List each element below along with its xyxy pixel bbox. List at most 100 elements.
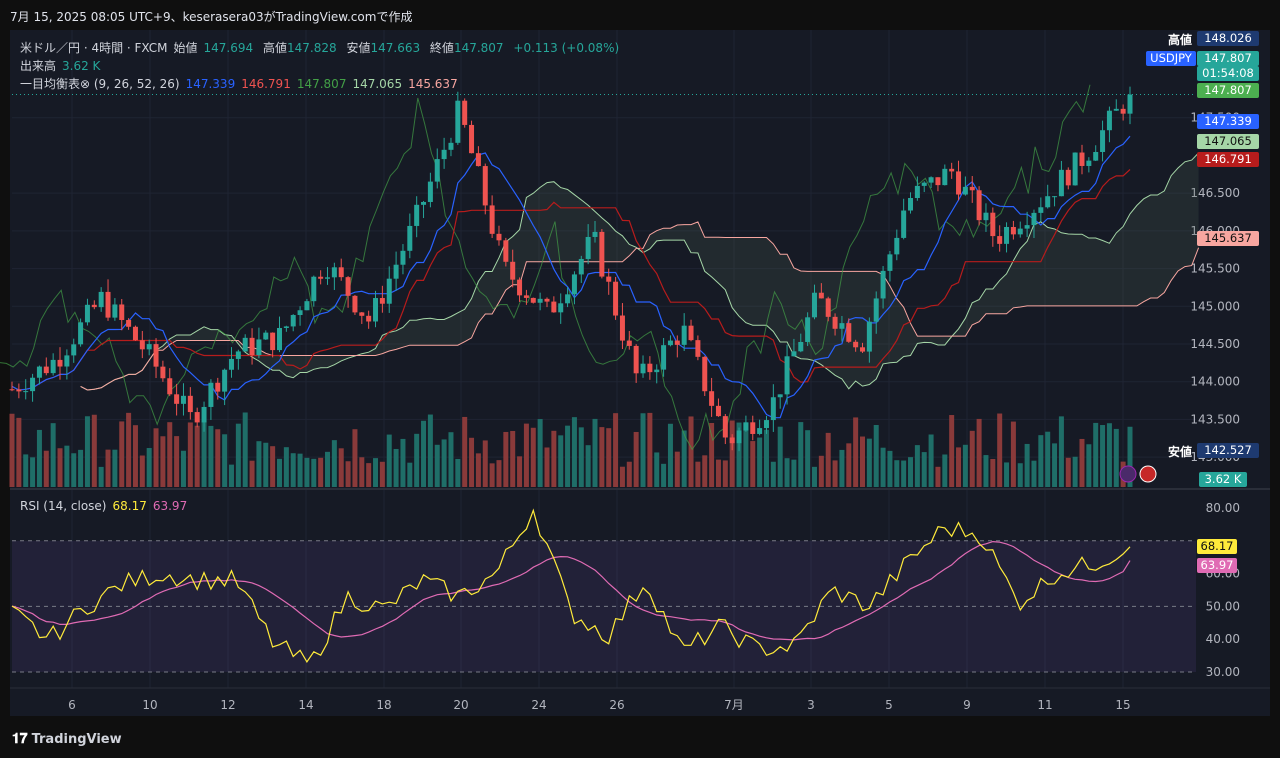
volume-bar — [544, 447, 550, 487]
candle-body — [613, 281, 619, 316]
candle-body — [661, 345, 667, 370]
volume-bar — [990, 458, 996, 487]
volume-bar — [160, 436, 166, 487]
volume-bar — [146, 448, 152, 487]
volume-bar — [139, 455, 145, 487]
volume-bar — [551, 430, 557, 487]
candle-body — [50, 359, 56, 374]
volume-bar — [956, 447, 962, 487]
volume-bar — [276, 458, 282, 487]
volume-bar — [16, 417, 22, 487]
candle-body — [1010, 226, 1016, 235]
volume-bar — [43, 450, 49, 487]
candle-body — [270, 332, 276, 351]
candle-body — [681, 325, 687, 345]
candle-body — [1038, 207, 1044, 213]
footer-brand[interactable]: 𝟏𝟕 TradingView — [12, 731, 122, 747]
candle-body — [592, 231, 598, 237]
candle-body — [688, 325, 694, 341]
candle-body — [98, 291, 104, 308]
time-tick-label: 6 — [68, 698, 76, 712]
volume-bar — [736, 422, 742, 487]
volume-bar — [1072, 456, 1078, 487]
volume-bar — [942, 454, 948, 487]
candle-body — [167, 378, 173, 395]
volume-bar — [695, 461, 701, 487]
volume-bar — [805, 430, 811, 487]
volume-bar — [496, 460, 502, 487]
volume-bar — [180, 450, 186, 487]
time-tick-label: 9 — [963, 698, 971, 712]
time-tick-label: 11 — [1037, 698, 1052, 712]
candle-body — [283, 326, 289, 329]
price-tick-label: 143.500 — [1190, 412, 1240, 426]
candle-body — [510, 261, 516, 280]
volume-bar — [407, 462, 413, 487]
volume-bar — [270, 446, 276, 487]
candle-body — [763, 420, 769, 429]
volume-bar — [359, 457, 365, 487]
volume-bar — [71, 453, 77, 487]
rsi-tick-label: 40.00 — [1206, 632, 1240, 646]
candle-body — [626, 340, 632, 346]
candle-body — [928, 177, 934, 183]
volume-bar — [729, 420, 735, 487]
candle-body — [304, 301, 310, 311]
candle-body — [1065, 169, 1071, 186]
candle-body — [983, 212, 989, 221]
volume-bar — [256, 441, 262, 487]
volume-bar — [489, 463, 495, 487]
candle-body — [1093, 151, 1099, 161]
high-axis-value: 148.026 — [1197, 31, 1259, 46]
volume-bar — [894, 460, 900, 487]
volume-bar — [400, 438, 406, 487]
candle-body — [228, 358, 234, 370]
candle-body — [1127, 94, 1133, 114]
volume-bar — [983, 455, 989, 487]
volume-bar — [1004, 462, 1010, 487]
candle-body — [9, 389, 15, 391]
candle-body — [640, 363, 646, 374]
candle-body — [544, 298, 550, 302]
volume-bar — [9, 413, 15, 487]
us-flag-event-icon — [1139, 465, 1157, 483]
candle-body — [1031, 212, 1037, 226]
volume-axis-tag: 3.62 K — [1199, 472, 1247, 487]
candle-body — [517, 279, 523, 296]
low-value: 147.663 — [370, 41, 421, 55]
volume-bar — [832, 460, 838, 487]
volume-bar — [311, 458, 317, 487]
candle-body — [784, 356, 790, 395]
volume-bar — [811, 466, 817, 487]
rsi-label[interactable]: RSI (14, close) — [20, 499, 107, 513]
ichimoku-legend: 一目均衡表⊗ (9, 26, 52, 26) 147.339 146.791 147.… — [20, 75, 464, 92]
volume-bar — [64, 445, 70, 487]
low-label: 安値 — [346, 41, 371, 55]
volume-bar — [283, 447, 289, 487]
volume-bar — [36, 429, 42, 487]
volume-bar — [914, 445, 920, 487]
candle-body — [667, 340, 673, 346]
volume-bar — [523, 423, 529, 487]
candle-body — [1058, 169, 1064, 197]
volume-label[interactable]: 出来高 — [20, 59, 57, 73]
candle-body — [962, 186, 968, 195]
volume-bar — [1038, 435, 1044, 487]
volume-bar — [297, 453, 303, 487]
candle-body — [894, 237, 900, 255]
symbol-label[interactable]: 米ドル／円 · 4時間 · FXCM — [20, 41, 168, 55]
lightning-event-icon — [1119, 465, 1137, 483]
volume-bar — [626, 461, 632, 487]
candle-body — [16, 389, 22, 392]
candle-body — [119, 304, 125, 320]
candle-body — [311, 276, 317, 302]
time-tick-label: 20 — [453, 698, 468, 712]
candle-body — [729, 437, 735, 444]
ichimoku-span-a-line — [80, 152, 1199, 391]
candle-body — [935, 177, 941, 186]
chart-panel[interactable] — [10, 30, 1270, 716]
volume-bar — [242, 412, 248, 487]
volume-bar — [640, 413, 646, 487]
ichimoku-label[interactable]: 一目均衡表⊗ (9, 26, 52, 26) — [20, 77, 180, 91]
